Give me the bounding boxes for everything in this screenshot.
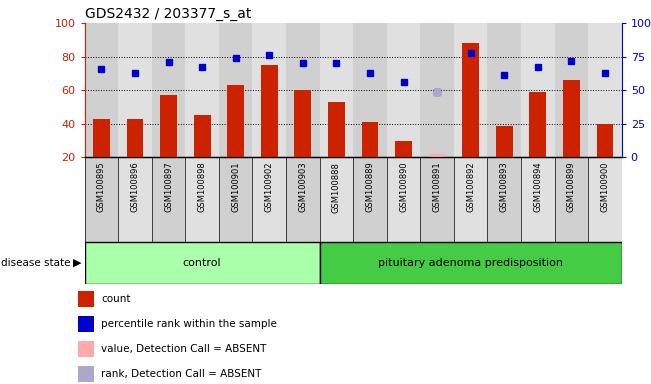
Text: GDS2432 / 203377_s_at: GDS2432 / 203377_s_at <box>85 7 251 21</box>
Bar <box>429 154 445 157</box>
Bar <box>588 157 622 242</box>
Text: disease state: disease state <box>1 258 70 268</box>
Bar <box>261 65 277 157</box>
Bar <box>186 23 219 157</box>
Bar <box>219 23 253 157</box>
Text: GSM100896: GSM100896 <box>130 162 139 212</box>
Text: GSM100895: GSM100895 <box>97 162 106 212</box>
Bar <box>320 23 353 157</box>
Bar <box>521 23 555 157</box>
Bar <box>320 157 353 242</box>
Text: GSM100889: GSM100889 <box>365 162 374 212</box>
Bar <box>78 316 94 332</box>
Text: rank, Detection Call = ABSENT: rank, Detection Call = ABSENT <box>101 369 261 379</box>
Bar <box>126 119 143 157</box>
Bar <box>286 157 320 242</box>
Bar <box>563 80 580 157</box>
Bar <box>353 157 387 242</box>
Bar <box>85 23 118 157</box>
Bar <box>462 43 479 157</box>
Bar <box>93 119 110 157</box>
Text: GSM100890: GSM100890 <box>399 162 408 212</box>
Bar <box>194 116 210 157</box>
Bar <box>421 157 454 242</box>
Text: GSM100897: GSM100897 <box>164 162 173 212</box>
Bar <box>152 23 186 157</box>
Bar <box>588 23 622 157</box>
Bar <box>160 95 177 157</box>
Text: GSM100899: GSM100899 <box>567 162 576 212</box>
Bar <box>118 157 152 242</box>
Text: percentile rank within the sample: percentile rank within the sample <box>101 319 277 329</box>
Bar <box>286 23 320 157</box>
Text: GSM100891: GSM100891 <box>432 162 441 212</box>
Text: value, Detection Call = ABSENT: value, Detection Call = ABSENT <box>101 344 266 354</box>
Text: pituitary adenoma predisposition: pituitary adenoma predisposition <box>378 258 563 268</box>
Text: GSM100892: GSM100892 <box>466 162 475 212</box>
Bar <box>85 157 118 242</box>
Bar <box>529 92 546 157</box>
Bar <box>387 157 421 242</box>
Bar <box>387 23 421 157</box>
Text: GSM100901: GSM100901 <box>231 162 240 212</box>
Bar <box>219 157 253 242</box>
Bar <box>320 242 622 284</box>
Bar <box>521 157 555 242</box>
Bar <box>227 85 244 157</box>
Text: GSM100888: GSM100888 <box>332 162 341 212</box>
Text: ▶: ▶ <box>73 258 81 268</box>
Bar <box>421 23 454 157</box>
Text: GSM100902: GSM100902 <box>265 162 274 212</box>
Bar <box>353 23 387 157</box>
Text: GSM100894: GSM100894 <box>533 162 542 212</box>
Bar <box>555 157 588 242</box>
Text: GSM100900: GSM100900 <box>600 162 609 212</box>
Bar <box>152 157 186 242</box>
Bar <box>454 23 488 157</box>
Bar <box>118 23 152 157</box>
Text: GSM100898: GSM100898 <box>198 162 206 212</box>
Bar <box>555 23 588 157</box>
Bar <box>78 366 94 382</box>
Text: control: control <box>183 258 221 268</box>
Bar <box>496 126 512 157</box>
Bar <box>78 341 94 357</box>
Bar <box>454 157 488 242</box>
Text: GSM100893: GSM100893 <box>500 162 508 212</box>
Bar <box>488 23 521 157</box>
Bar <box>596 124 613 157</box>
Bar <box>328 102 345 157</box>
Bar <box>294 90 311 157</box>
Text: count: count <box>101 294 130 304</box>
Bar <box>395 141 412 157</box>
Bar <box>488 157 521 242</box>
Bar <box>253 23 286 157</box>
Bar <box>85 242 320 284</box>
Bar <box>186 157 219 242</box>
Bar <box>361 122 378 157</box>
Bar <box>253 157 286 242</box>
Bar <box>78 291 94 307</box>
Text: GSM100903: GSM100903 <box>298 162 307 212</box>
